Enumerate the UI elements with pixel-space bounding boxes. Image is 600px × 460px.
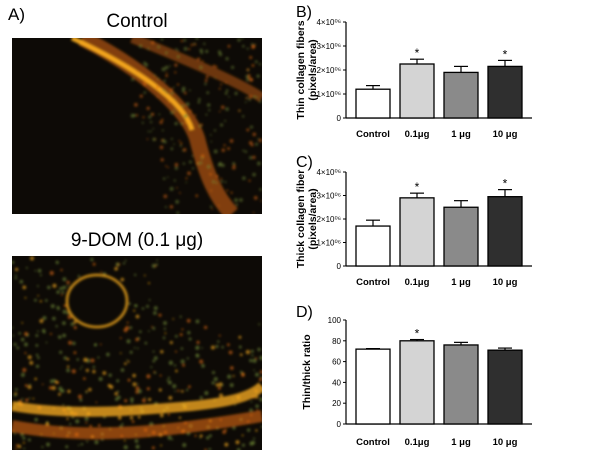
chart-thick-fibers: C)Thick collagen fiber (pixels/area) 0 1×10… [295, 154, 532, 288]
bar [487, 349, 523, 425]
control-image-title: Control [106, 11, 168, 32]
bar [399, 197, 435, 267]
panel-letter: C) [296, 154, 313, 171]
significance-marker: * [503, 47, 508, 61]
bar [487, 196, 523, 267]
y-axis-label: (pixels/area) [307, 188, 319, 249]
x-tick-label: 10 μg [493, 437, 518, 448]
x-tick-label: 10 μg [493, 129, 518, 140]
y-tick-label: 0 [337, 114, 342, 123]
bar [355, 348, 391, 425]
significance-marker: * [415, 180, 420, 194]
y-axis-label: (pixels/area) [307, 39, 319, 100]
x-tick-label: 0.1μg [405, 437, 430, 448]
y-tick-label: 3×10⁰⁶ [316, 192, 341, 201]
y-tick-label: 1×10⁰⁶ [316, 90, 341, 99]
chart-thin-thick-ratio: D) Thin/thick ratio 0 20 40 60 80 100 Control * 0.… [296, 304, 532, 448]
x-tick-label: 1 μg [451, 277, 471, 288]
y-tick-label: 0 [337, 262, 342, 271]
significance-marker: * [415, 327, 420, 341]
x-tick-label: 10 μg [493, 277, 518, 288]
chart-thin-fibers: B)Thin collagen fibers (pixels/area) 0 1×10… [295, 4, 532, 140]
x-tick-label: 1 μg [451, 437, 471, 448]
significance-marker: * [415, 46, 420, 60]
bar [355, 88, 391, 119]
y-tick-label: 3×10⁰⁶ [316, 42, 341, 51]
x-tick-label: 1 μg [451, 129, 471, 140]
bar [399, 63, 435, 119]
x-tick-label: 0.1μg [405, 129, 430, 140]
y-tick-label: 40 [332, 378, 341, 387]
y-tick-label: 4×10⁰⁶ [316, 168, 341, 177]
bar [399, 340, 435, 425]
treated-image-title: 9-DOM (0.1 μg) [70, 230, 204, 251]
control-micrograph-graphic [12, 38, 262, 214]
panel-a-letter: A) [8, 5, 25, 24]
y-tick-label: 2×10⁰⁶ [316, 66, 341, 75]
y-tick-label: 100 [328, 316, 342, 325]
x-tick-label: Control [356, 437, 390, 448]
y-axis-label: Thin collagen fibers [295, 20, 307, 119]
treated-micrograph [12, 256, 262, 450]
panel-letter: D) [296, 304, 313, 321]
bar [355, 225, 391, 267]
bar [443, 206, 479, 267]
x-tick-label: Control [356, 277, 390, 288]
y-tick-label: 4×10⁰⁶ [316, 18, 341, 27]
panel-letter: B) [296, 4, 312, 21]
x-tick-label: Control [356, 129, 390, 140]
significance-marker: * [503, 177, 508, 191]
y-tick-label: 1×10⁰⁶ [316, 239, 341, 248]
bar [443, 71, 479, 119]
y-axis-label: Thick collagen fiber [295, 170, 307, 269]
y-tick-label: 0 [337, 420, 342, 429]
y-tick-label: 80 [332, 337, 341, 346]
y-tick-label: 20 [332, 399, 341, 408]
y-tick-label: 60 [332, 358, 341, 367]
x-tick-label: 0.1μg [405, 277, 430, 288]
treated-micrograph-graphic [12, 256, 262, 450]
y-tick-label: 2×10⁰⁶ [316, 215, 341, 224]
bar [443, 344, 479, 425]
control-micrograph [12, 38, 262, 214]
bar [487, 65, 523, 119]
y-axis-label: Thin/thick ratio [301, 334, 313, 409]
